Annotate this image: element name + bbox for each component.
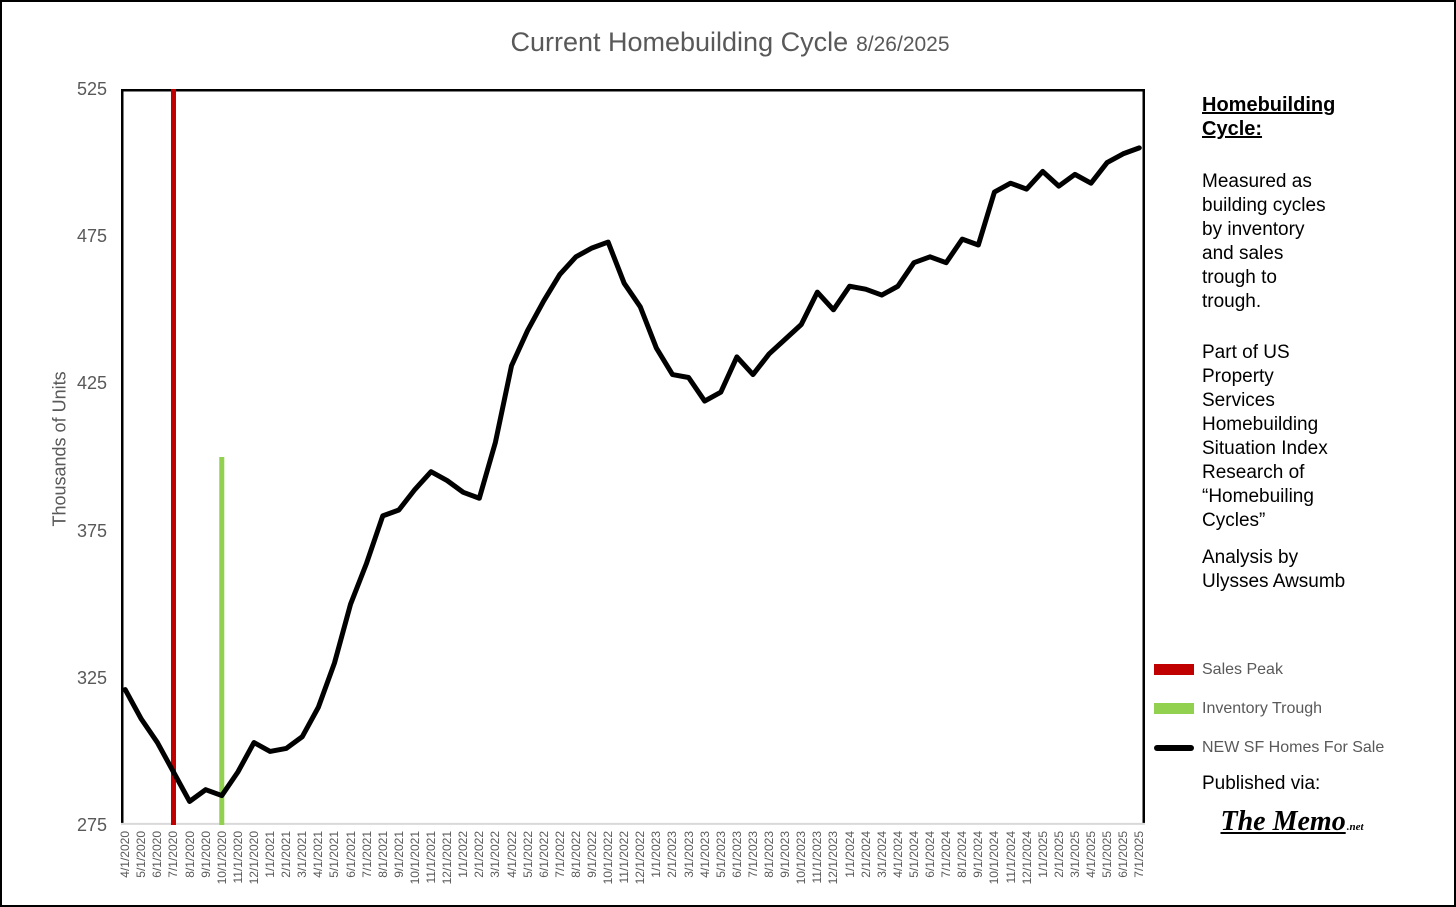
x-axis-label: 7/1/2021 [359, 831, 374, 878]
y-tick-label: 425 [76, 373, 107, 394]
x-axis-label: 8/1/2024 [955, 831, 970, 878]
chart-title: Current Homebuilding Cycle 8/26/2025 [2, 26, 1454, 61]
x-axis-label: 11/1/2021 [424, 831, 439, 884]
panel-paragraph-source: Part of US Property Services Homebuildin… [1202, 342, 1328, 531]
x-axis-label: 2/1/2021 [279, 831, 294, 878]
memo-logo: The Memo.net [1202, 806, 1382, 838]
x-axis-label: 8/1/2022 [568, 831, 583, 878]
x-axis-label: 9/1/2023 [778, 831, 793, 878]
data-line [122, 145, 1142, 804]
memo-logo-text: The Memo [1220, 806, 1346, 837]
x-axis-label: 10/1/2020 [214, 831, 229, 885]
x-axis-label: 1/1/2023 [649, 831, 664, 878]
x-axis-label: 3/1/2023 [681, 831, 696, 878]
y-tick-label: 375 [76, 520, 107, 541]
panel-paragraph-analyst: Analysis by Ulysses Awsumb [1202, 547, 1346, 592]
x-axis-label: 11/1/2022 [617, 831, 632, 884]
x-axis-label: 6/1/2023 [729, 831, 744, 878]
x-axis-label: 6/1/2021 [343, 831, 358, 878]
y-tick-label: 525 [76, 79, 107, 99]
panel-paragraph-measured: Measured as building cycles by inventory… [1202, 171, 1326, 312]
x-axis-label: 7/1/2024 [939, 831, 954, 878]
x-axis-label: 3/1/2021 [295, 831, 310, 878]
plot-area [121, 89, 1145, 825]
x-axis-label: 10/1/2024 [987, 831, 1002, 885]
x-axis-label: 5/1/2024 [906, 831, 921, 878]
legend-item: NEW SF Homes For Sale [1154, 728, 1454, 767]
x-axis-label: 9/1/2024 [971, 831, 986, 878]
y-tick-label: 275 [76, 815, 107, 835]
y-tick-label: 325 [76, 667, 107, 688]
x-axis-label: 2/1/2022 [472, 831, 487, 878]
x-axis-label: 7/1/2022 [552, 831, 567, 878]
x-axis-label: 5/1/2021 [327, 831, 342, 878]
x-axis-label: 4/1/2021 [311, 831, 326, 878]
x-axis-label: 5/1/2020 [134, 831, 149, 878]
x-axis-label: 4/1/2024 [890, 831, 905, 878]
chart-title-text: Current Homebuilding Cycle [510, 27, 849, 57]
y-axis-title: Thousands of Units [49, 371, 70, 527]
x-axis-label: 11/1/2023 [810, 831, 825, 884]
legend-swatch-sales-peak [1154, 664, 1194, 675]
legend-item: Sales Peak [1154, 650, 1454, 689]
x-axis-label: 10/1/2022 [601, 831, 616, 885]
legend: Sales Peak Inventory Trough NEW SF Homes F… [1154, 650, 1454, 767]
x-axis-label: 6/1/2022 [536, 831, 551, 878]
x-axis-label: 5/1/2025 [1100, 831, 1115, 878]
x-axis-label: 5/1/2023 [713, 831, 728, 878]
x-axis-label: 3/1/2024 [874, 831, 889, 878]
x-axis-label: 12/1/2023 [826, 831, 841, 885]
legend-label: Sales Peak [1202, 660, 1283, 678]
x-axis-label: 10/1/2023 [794, 831, 809, 885]
x-axis-label: 1/1/2025 [1035, 831, 1050, 878]
x-axis-label: 2/1/2023 [665, 831, 680, 878]
legend-label: NEW SF Homes For Sale [1202, 738, 1385, 756]
x-axis-label: 8/1/2023 [762, 831, 777, 878]
x-axis-label: 7/1/2025 [1132, 831, 1147, 878]
x-axis-label: 2/1/2024 [858, 831, 873, 878]
x-axis-label: 6/1/2025 [1116, 831, 1131, 878]
published-via-label: Published via: [1202, 773, 1321, 794]
legend-label: Inventory Trough [1202, 699, 1323, 717]
x-axis-label: 1/1/2024 [842, 831, 857, 878]
x-axis-label: 1/1/2021 [263, 831, 278, 878]
x-axis-label: 7/1/2020 [166, 831, 181, 878]
x-axis-label: 7/1/2023 [745, 831, 760, 878]
x-axis-label: 8/1/2021 [375, 831, 390, 878]
x-axis-label: 1/1/2022 [456, 831, 471, 878]
x-axis-label: 3/1/2022 [488, 831, 503, 878]
x-axis-label: 2/1/2025 [1051, 831, 1066, 878]
legend-item: Inventory Trough [1154, 689, 1454, 728]
x-axis-label: 3/1/2025 [1067, 831, 1082, 878]
x-axis-label: 9/1/2020 [198, 831, 213, 878]
x-axis-label: 4/1/2020 [118, 831, 133, 878]
y-tick-label: 475 [76, 226, 107, 247]
x-axis-label: 9/1/2021 [391, 831, 406, 878]
x-axis-label: 9/1/2022 [585, 831, 599, 878]
x-axis-label: 11/1/2020 [230, 831, 245, 884]
chart-title-date: 8/26/2025 [856, 33, 950, 56]
legend-swatch-inventory-trough [1154, 703, 1194, 714]
panel-heading: Homebuilding Cycle: [1202, 94, 1336, 140]
x-axis-label: 10/1/2021 [407, 831, 422, 885]
x-axis-label: 12/1/2020 [246, 831, 261, 885]
x-axis-label: 6/1/2024 [923, 831, 938, 878]
memo-logo-suffix: .net [1346, 821, 1364, 833]
x-axis-label: 4/1/2023 [697, 831, 712, 878]
x-axis-label: 12/1/2021 [440, 831, 455, 885]
x-axis-label: 12/1/2024 [1019, 831, 1034, 885]
legend-swatch-new-sf-homes-for-sale [1154, 744, 1194, 751]
x-axis-label: 8/1/2020 [182, 831, 197, 878]
x-axis-label: 4/1/2025 [1084, 831, 1098, 878]
x-axis-label: 5/1/2022 [520, 831, 535, 878]
x-axis-label: 4/1/2022 [504, 831, 519, 878]
x-axis-label: 12/1/2022 [633, 831, 648, 885]
x-axis-label: 6/1/2020 [150, 831, 165, 878]
x-axis-label: 11/1/2024 [1003, 831, 1018, 884]
